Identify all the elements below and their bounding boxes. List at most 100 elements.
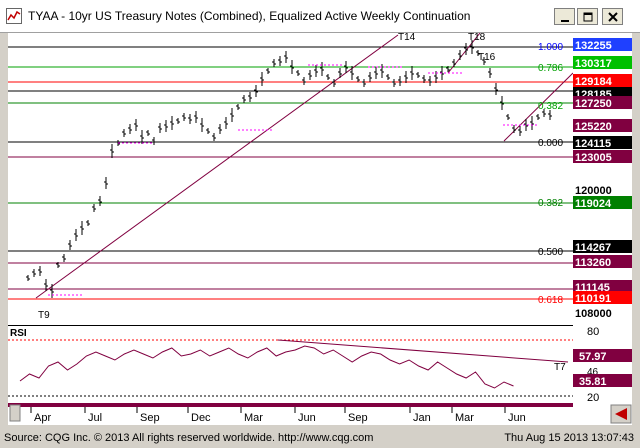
- ohlc-bar: [134, 119, 138, 131]
- ohlc-bar: [128, 124, 132, 134]
- rsi-panel[interactable]: RSI T7: [8, 325, 573, 404]
- status-bar: Source: CQG Inc. © 2013 All rights reser…: [0, 430, 640, 448]
- rsi-upper-label: 80: [587, 326, 599, 338]
- price-tick-label: 129184: [575, 76, 613, 88]
- ohlc-bar: [26, 275, 30, 281]
- close-button[interactable]: [602, 8, 623, 25]
- ohlc-bar: [332, 79, 336, 87]
- fib-label: 0.618: [538, 295, 563, 306]
- time-tick-label: Sep: [348, 412, 368, 424]
- annotation-label: T18: [468, 33, 486, 43]
- ohlc-bar: [146, 130, 150, 136]
- ohlc-bar: [302, 77, 306, 85]
- price-tag-bg: [573, 96, 632, 109]
- ohlc-bar: [200, 118, 204, 132]
- ohlc-bar: [254, 85, 258, 97]
- ohlc-bar: [68, 240, 72, 250]
- ohlc-bar: [182, 113, 186, 121]
- ohlc-bar: [92, 204, 96, 212]
- rsi-lower-label: 20: [587, 392, 599, 404]
- ohlc-bar: [470, 40, 474, 54]
- price-tick-label: 123005: [575, 152, 612, 164]
- ohlc-bar: [224, 117, 228, 129]
- price-tick-label: 108000: [575, 308, 612, 320]
- annotation-label: T16: [478, 52, 496, 63]
- ohlc-bar: [536, 114, 540, 120]
- ohlc-bar: [386, 74, 390, 80]
- ohlc-bar: [368, 72, 372, 82]
- fib-label: 0.000: [538, 138, 563, 149]
- ohlc-bar: [506, 114, 510, 120]
- time-tick-label: Mar: [244, 412, 263, 424]
- ohlc-bar: [524, 119, 528, 131]
- ohlc-bar: [428, 76, 432, 86]
- price-tag-bg: [573, 280, 632, 293]
- ohlc-bar: [278, 56, 282, 66]
- price-tag-bg: [573, 74, 632, 87]
- ohlc-bar: [464, 43, 468, 55]
- price-tag-bg: [573, 38, 632, 51]
- time-tick-label: Apr: [34, 412, 51, 424]
- price-tag-bg: [573, 150, 632, 163]
- year-label: 2011: [196, 403, 220, 404]
- price-tag-bg: [573, 56, 632, 69]
- price-tick-label: 113260: [575, 257, 611, 269]
- ohlc-bar: [272, 59, 276, 67]
- ohlc-bar: [110, 144, 114, 158]
- price-tick-label: 114267: [575, 242, 611, 254]
- ohlc-bar: [362, 79, 366, 87]
- ohlc-bar: [500, 96, 504, 110]
- price-tag-bg: [573, 136, 632, 149]
- ohlc-bar: [218, 124, 222, 134]
- time-tick-label: Mar: [455, 412, 474, 424]
- price-tick-label: 132255: [575, 40, 612, 52]
- ohlc-bar: [158, 123, 162, 133]
- restore-button[interactable]: [577, 8, 598, 25]
- scroll-arrow-icon[interactable]: [610, 404, 632, 424]
- ohlc-bar: [242, 95, 246, 103]
- ohlc-bar: [44, 279, 48, 291]
- price-chart[interactable]: 1.000 0.786 0.382 0.000 0.382 0.500 0.618 T14 T1…: [8, 33, 573, 325]
- ohlc-bar: [140, 130, 144, 144]
- ohlc-bar: [512, 125, 516, 133]
- rsi-label: RSI: [10, 328, 27, 339]
- ohlc-bar: [62, 254, 66, 262]
- rsi-mid-label: 46: [587, 367, 599, 378]
- ohlc-bar: [392, 79, 396, 87]
- ohlc-bar: [398, 76, 402, 86]
- price-tick-label: 119024: [575, 198, 612, 210]
- ohlc-bar: [50, 284, 54, 298]
- ohlc-bar: [320, 62, 324, 76]
- ohlc-bar: [410, 66, 414, 80]
- ohlc-bar: [350, 66, 354, 80]
- ohlc-bar: [296, 70, 300, 76]
- source-text: Source: CQG Inc. © 2013 All rights reser…: [4, 432, 374, 444]
- fib-label: 0.500: [538, 247, 563, 258]
- ohlc-bar: [404, 71, 408, 83]
- annotation-label: T9: [38, 310, 50, 321]
- price-tag-bg: [573, 119, 632, 132]
- window-title: TYAA - 10yr US Treasury Notes (Combined)…: [28, 9, 471, 23]
- trendline-t18: [447, 33, 481, 74]
- price-tick-label: 124115: [575, 138, 611, 150]
- rsi-value-label: 35.81: [579, 376, 607, 388]
- annotation-label: T14: [398, 33, 416, 43]
- ohlc-bar: [152, 137, 156, 145]
- timestamp: Thu Aug 15 2013 13:07:43: [504, 432, 634, 444]
- ohlc-bar: [32, 269, 36, 277]
- rsi-line: [19, 345, 514, 389]
- ohlc-bar: [164, 120, 168, 132]
- ohlc-bar: [122, 129, 126, 137]
- ohlc-bar: [530, 116, 534, 130]
- rsi-value-bg: [573, 349, 632, 362]
- price-axis: 1322551303171291841281851272501252201241…: [573, 33, 632, 425]
- ohlc-bar: [344, 61, 348, 73]
- minimize-button[interactable]: [554, 8, 575, 25]
- ohlc-bar: [458, 50, 462, 60]
- ohlc-bar: [374, 67, 378, 79]
- price-tag-bg: [573, 196, 632, 209]
- minimize-icon: [561, 20, 569, 22]
- ohlc-bar: [326, 74, 330, 80]
- ohlc-bar: [104, 177, 108, 189]
- ohlc-bar: [518, 126, 522, 136]
